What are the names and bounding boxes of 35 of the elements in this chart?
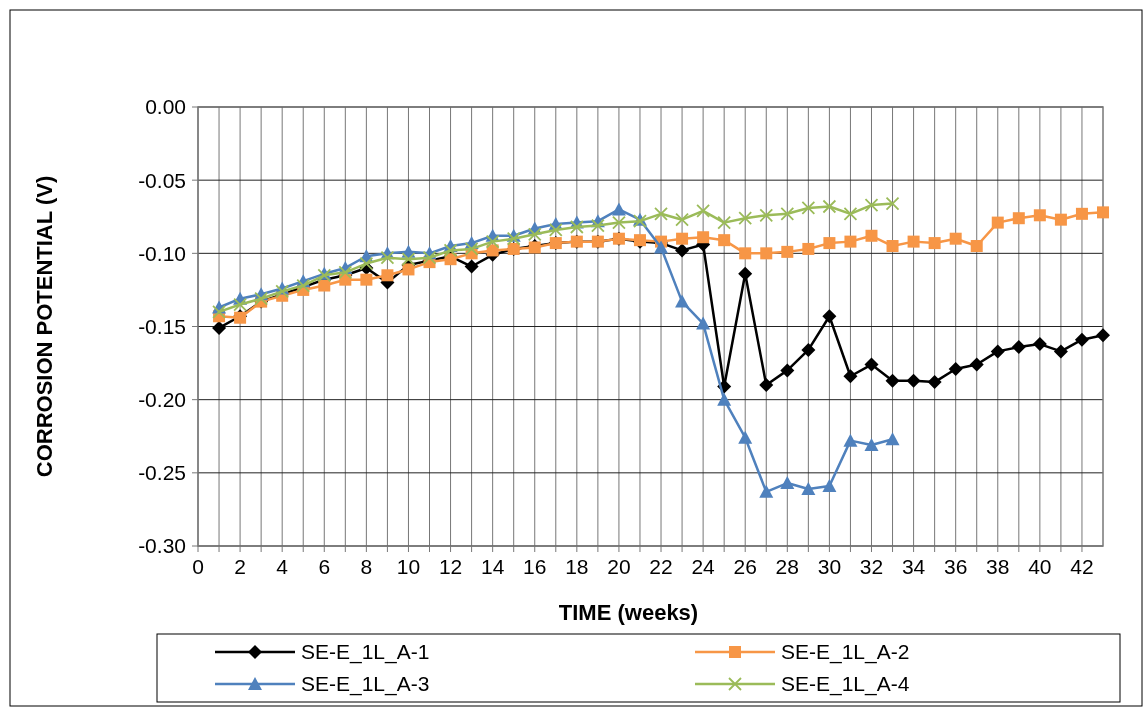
y-axis-title: CORROSION POTENTIAL (V) [32,175,57,478]
x-tick-label: 40 [1028,555,1052,578]
x-tick-label: 20 [607,555,631,578]
x-tick-label: 36 [943,555,968,578]
x-tick-label: 24 [691,555,716,578]
x-tick-label: 32 [859,555,884,578]
x-tick-label: 4 [276,555,289,578]
x-tick-label: 10 [396,555,421,578]
y-tick-label: -0.30 [138,534,186,558]
x-tick-label: 2 [234,555,246,578]
x-tick-label: 14 [480,555,505,578]
x-tick-label: 22 [649,555,673,578]
x-tick-label: 8 [360,555,373,578]
x-tick-label: 12 [438,555,463,578]
x-tick-label: 6 [318,555,331,578]
x-tick-label: 0 [192,555,204,578]
y-tick-label: -0.15 [138,314,186,338]
x-tick-label: 26 [733,555,757,578]
x-tick-label: 38 [986,555,1010,578]
x-axis-title: TIME (weeks) [558,600,699,625]
x-tick-label: 34 [901,555,926,578]
legend-label: SE-E_1L_A-4 [781,672,910,697]
x-tick-label: 16 [523,555,547,578]
x-tick-label: 30 [817,555,842,578]
y-tick-label: -0.20 [138,388,186,412]
y-tick-label: -0.25 [138,461,186,485]
legend-label: SE-E_1L_A-3 [301,672,430,697]
y-tick-label: -0.05 [138,168,186,192]
x-tick-label: 28 [775,555,799,578]
x-tick-label: 42 [1070,555,1094,578]
y-tick-label: -0.10 [138,241,186,265]
x-tick-label: 18 [565,555,589,578]
legend-label: SE-E_1L_A-1 [301,640,430,665]
y-tick-label: 0.00 [145,95,186,119]
legend-label: SE-E_1L_A-2 [781,640,910,665]
